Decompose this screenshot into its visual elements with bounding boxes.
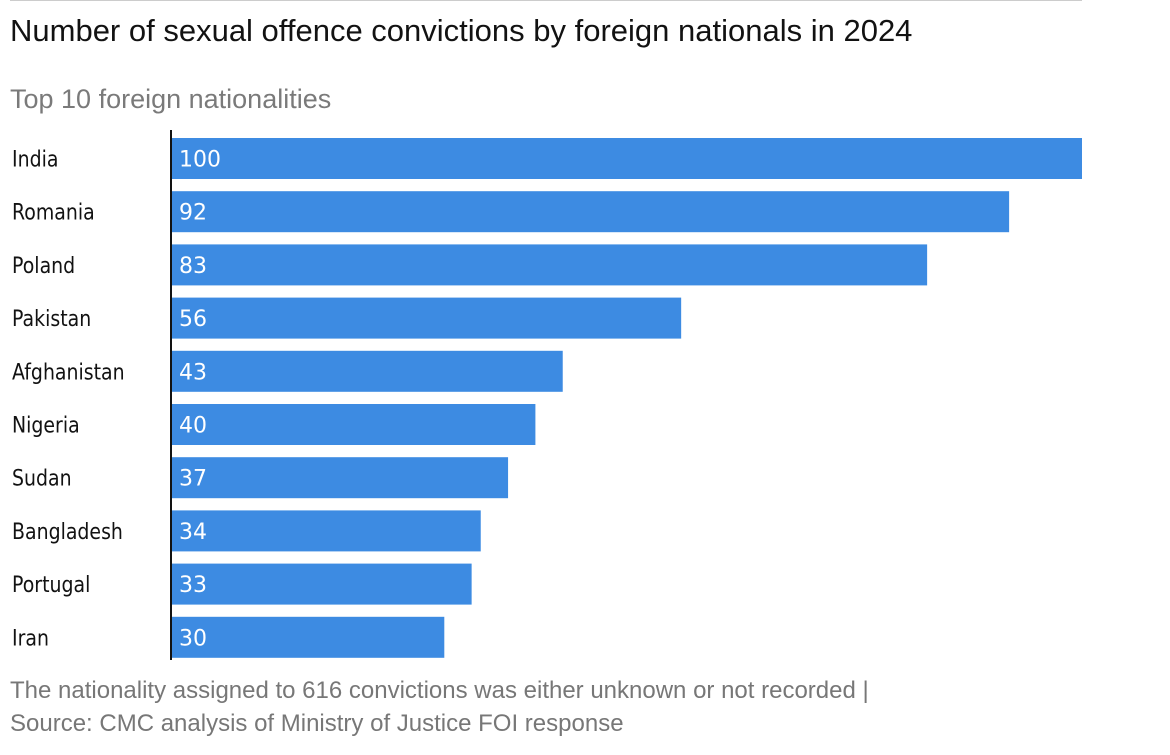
value-label-afghanistan: 43 xyxy=(179,360,207,385)
category-label-poland: Poland xyxy=(12,254,75,279)
bar-romania xyxy=(171,191,1010,233)
category-label-nigeria: Nigeria xyxy=(12,414,80,439)
category-label-pakistan: Pakistan xyxy=(12,307,91,332)
value-label-india: 100 xyxy=(179,148,221,173)
bar-bangladesh xyxy=(171,510,481,552)
category-label-romania: Romania xyxy=(12,201,95,226)
bar-chart: India 100 Romania 92 Poland 83 Pakistan 56 Afgha… xyxy=(12,130,1082,660)
category-label-iran: Iran xyxy=(12,626,49,651)
bars-layer: India 100 Romania 92 Poland 83 Pakistan 56 Afgha… xyxy=(12,138,1082,658)
value-label-iran: 30 xyxy=(179,626,207,651)
bar-iran xyxy=(171,616,445,658)
bar-portugal xyxy=(171,563,472,605)
value-label-poland: 83 xyxy=(179,254,207,279)
top-rule xyxy=(10,0,1082,1)
value-label-bangladesh: 34 xyxy=(179,520,207,545)
value-label-romania: 92 xyxy=(179,201,207,226)
footnote: The nationality assigned to 616 convicti… xyxy=(10,674,1110,740)
bar-pakistan xyxy=(171,297,682,339)
bar-sudan xyxy=(171,457,509,499)
value-label-pakistan: 56 xyxy=(179,307,207,332)
value-label-nigeria: 40 xyxy=(179,414,207,439)
value-label-sudan: 37 xyxy=(179,467,207,492)
footnote-source: Source: CMC analysis of Ministry of Just… xyxy=(10,710,624,737)
value-label-portugal: 33 xyxy=(179,573,207,598)
category-label-bangladesh: Bangladesh xyxy=(12,520,123,545)
bar-nigeria xyxy=(171,404,536,445)
footnote-note: The nationality assigned to 616 convicti… xyxy=(10,677,869,704)
bar-india xyxy=(171,138,1082,179)
category-label-india: India xyxy=(12,148,58,173)
bar-poland xyxy=(171,244,928,286)
bar-afghanistan xyxy=(171,350,563,392)
chart-subtitle: Top 10 foreign nationalities xyxy=(10,84,332,114)
category-label-afghanistan: Afghanistan xyxy=(12,360,125,385)
category-label-portugal: Portugal xyxy=(12,573,90,598)
category-label-sudan: Sudan xyxy=(12,467,72,492)
chart-title: Number of sexual offence convictions by … xyxy=(10,13,913,48)
